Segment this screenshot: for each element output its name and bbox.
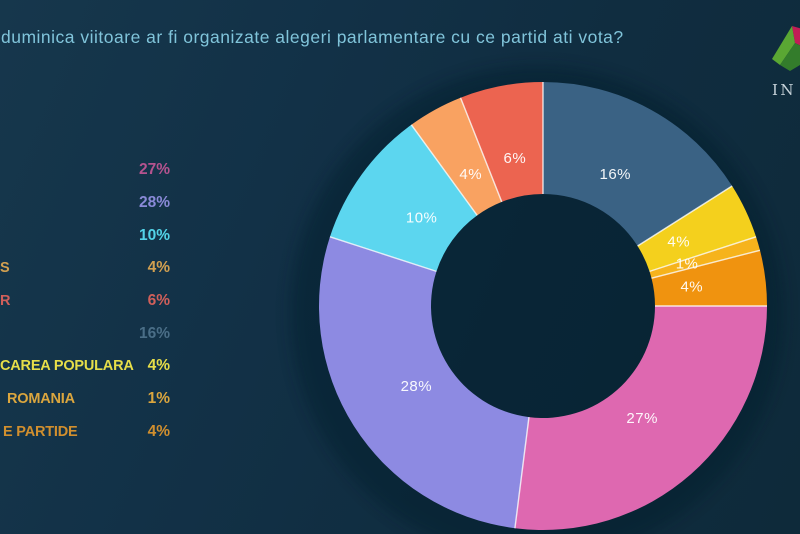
slice-separator [410, 124, 478, 216]
legend-row: E PARTIDE 4% [0, 421, 170, 443]
slice-separator [651, 249, 761, 279]
donut-slice-4pct-3 [651, 250, 767, 306]
slice-separator [514, 417, 530, 529]
brand-logo: IN [765, 24, 800, 100]
legend-percent: 10% [138, 227, 170, 244]
logo-gem-icon [772, 26, 800, 71]
slice-label-5: 28% [401, 378, 433, 395]
legend-row: CAREA POPULARA 4% [0, 355, 170, 377]
legend-label: S [0, 260, 10, 276]
slice-label-6: 10% [406, 209, 438, 226]
legend-row: R 6% [0, 290, 170, 312]
slice-separator [329, 236, 437, 273]
legend-label: CAREA POPULARA [0, 358, 134, 374]
legend-label: ROMANIA [7, 391, 75, 407]
donut-slice-16pct-0 [543, 82, 733, 246]
donut-slice-6pct-8 [460, 82, 543, 202]
logo-wordmark: IN [772, 81, 797, 99]
legend-percent: 27% [138, 161, 170, 178]
slice-label-4: 27% [626, 410, 658, 427]
legend-row: 10% [0, 225, 170, 247]
legend-label: R [0, 293, 11, 309]
donut-slice-1pct-2 [649, 236, 760, 279]
legend-row: 28% [0, 192, 170, 214]
donut-slice-4pct-1 [637, 185, 757, 272]
donut-slice-10pct-6 [329, 124, 478, 272]
legend-row: 16% [0, 323, 170, 345]
slice-separator [649, 236, 757, 273]
legend-percent: 1% [147, 390, 170, 407]
legend-percent: 16% [138, 325, 170, 342]
legend-percent: 6% [147, 292, 170, 309]
slice-label-1: 4% [667, 234, 690, 251]
donut-slice-4pct-7 [411, 97, 502, 216]
donut-slice-28pct-5 [318, 236, 529, 529]
legend-row: ROMANIA 1% [0, 388, 170, 410]
legend-percent: 4% [147, 423, 170, 440]
legend-row: S 4% [0, 257, 170, 279]
chart-legend: 27% 28% 10% S 4% R 6% 16% CAREA POPULARA… [0, 0, 170, 460]
slice-label-0: 16% [599, 166, 631, 183]
legend-label: E PARTIDE [3, 424, 78, 440]
slice-separator [459, 97, 503, 203]
legend-row: 27% [0, 159, 170, 181]
slice-label-3: 4% [680, 279, 703, 296]
slice-separator [637, 185, 733, 247]
donut-slice-27pct-4 [514, 306, 767, 530]
legend-percent: 28% [138, 194, 170, 211]
legend-percent: 4% [147, 357, 170, 374]
slide-title: duminica viitoare ar fi organizate alege… [1, 27, 624, 47]
slice-label-7: 4% [459, 166, 482, 183]
legend-percent: 4% [147, 259, 170, 276]
slice-label-8: 6% [504, 150, 527, 167]
slice-label-2: 1% [676, 256, 699, 273]
